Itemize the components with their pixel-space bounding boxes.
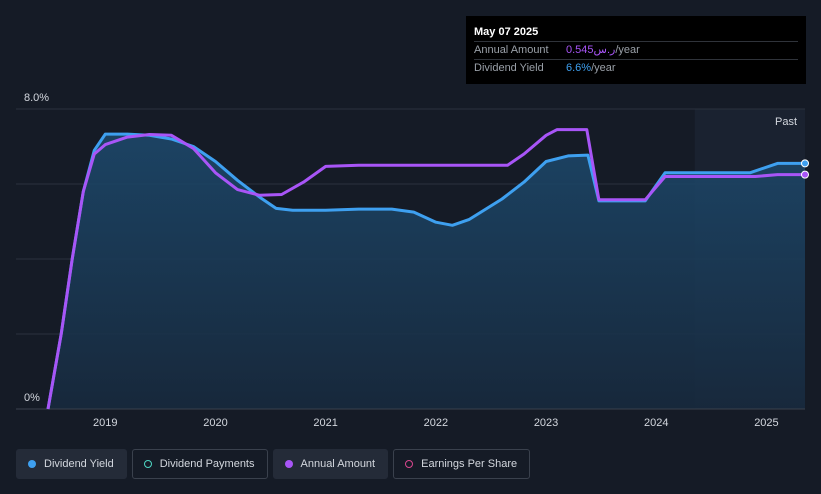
tooltip-amount-row: Annual Amount 0.545 ر.س/year — [474, 41, 798, 59]
x-tick-label: 2022 — [424, 417, 448, 429]
tooltip: May 07 2025 Annual Amount 0.545 ر.س/year … — [466, 16, 806, 84]
x-tick-label: 2019 — [93, 417, 117, 429]
annual-amount-line — [46, 128, 805, 410]
dividend-yield-end-marker — [801, 159, 809, 168]
ring-dot-icon — [405, 460, 414, 468]
x-tick-label: 2020 — [203, 417, 227, 429]
tooltip-amount-label: Annual Amount — [474, 44, 549, 56]
x-tick-label: 2023 — [534, 417, 558, 429]
x-axis-ticks: 2019 2020 2021 2022 2023 2024 2025 — [93, 417, 779, 429]
y-tick-label: 0% — [24, 392, 40, 404]
tooltip-yield-row: Dividend Yield 6.6%/year — [474, 59, 798, 77]
legend-earnings-per-share[interactable]: Earnings Per Share — [393, 449, 531, 479]
dividend-yield-area — [48, 134, 805, 409]
legend-dividend-yield-label: Dividend Yield — [44, 458, 114, 470]
legend-earnings-per-share-label: Earnings Per Share — [421, 458, 518, 470]
tooltip-yield-label: Dividend Yield — [474, 62, 544, 74]
tooltip-yield-value: 6.6% — [566, 62, 592, 74]
tooltip-yield-unit: /year — [591, 62, 616, 74]
legend-dividend-payments[interactable]: Dividend Payments — [131, 449, 268, 479]
legend-dividend-yield[interactable]: Dividend Yield — [16, 449, 127, 479]
legend: Dividend Yield Dividend Payments Annual … — [16, 449, 531, 479]
x-tick-label: 2024 — [644, 417, 668, 429]
y-tick-label: 8.0% — [24, 92, 49, 104]
past-label: Past — [775, 116, 797, 128]
ring-dot-icon — [143, 460, 152, 468]
filled-dot-icon — [28, 460, 36, 468]
tooltip-date: May 07 2025 — [474, 26, 539, 38]
legend-dividend-payments-label: Dividend Payments — [159, 458, 255, 470]
tooltip-amount-currency: ر.س — [593, 44, 616, 56]
y-axis-ticks: 8.0% 0% — [24, 92, 49, 404]
x-tick-label: 2025 — [754, 417, 778, 429]
tooltip-amount-value: 0.545 — [566, 44, 594, 56]
filled-dot-icon — [284, 460, 293, 468]
annual-amount-end-marker — [801, 170, 809, 179]
legend-annual-amount[interactable]: Annual Amount — [272, 449, 389, 479]
legend-annual-amount-label: Annual Amount — [300, 458, 376, 470]
tooltip-amount-unit: /year — [615, 44, 640, 56]
x-tick-label: 2021 — [313, 417, 337, 429]
